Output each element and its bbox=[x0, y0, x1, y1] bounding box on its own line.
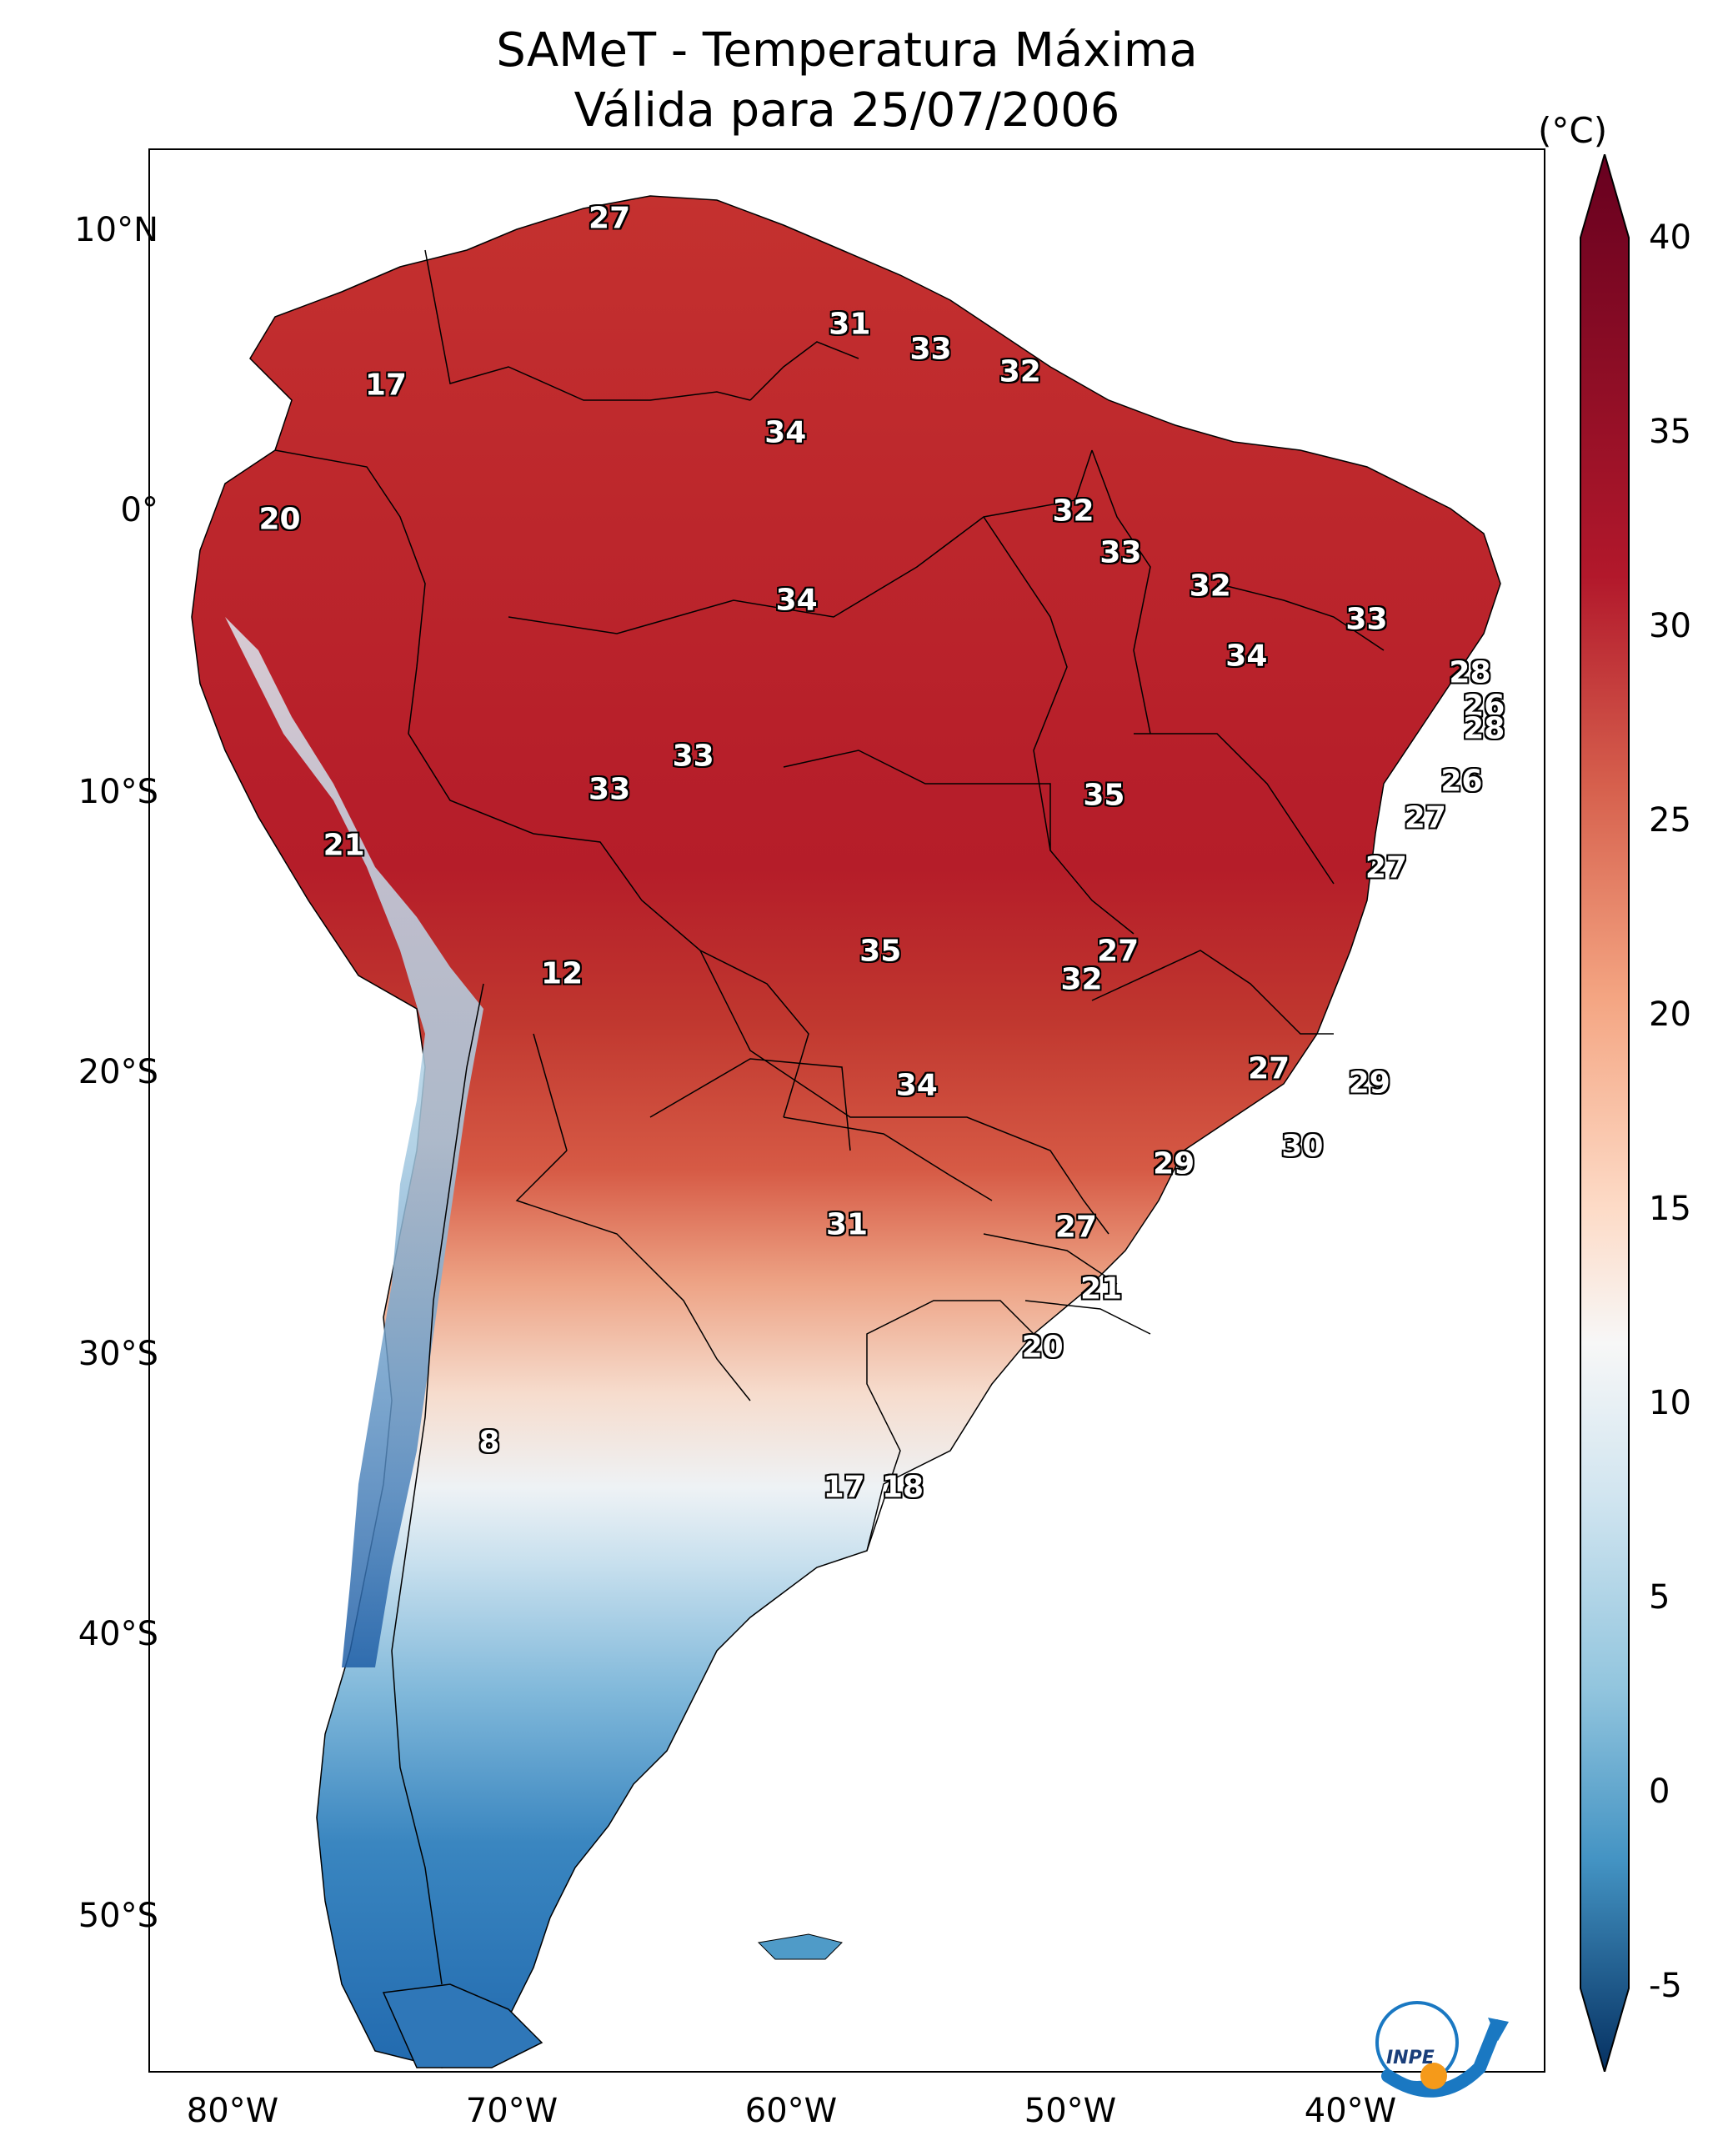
temperature-label: 32 bbox=[1189, 569, 1231, 604]
temperature-label: 32 bbox=[999, 354, 1041, 389]
temperature-label: 32 bbox=[1052, 494, 1094, 529]
temperature-label: 28 bbox=[1463, 711, 1505, 746]
lat-tick-label: 10°S bbox=[78, 773, 158, 811]
temperature-label: 27 bbox=[1404, 800, 1446, 835]
temperature-label: 20 bbox=[258, 502, 301, 537]
inpe-logo: INPE bbox=[1375, 2001, 1509, 2098]
lat-tick-label: 0° bbox=[120, 491, 158, 529]
temperature-label: 30 bbox=[1281, 1129, 1324, 1164]
map-title-line-2: Válida para 25/07/2006 bbox=[573, 83, 1120, 138]
temperature-label: 27 bbox=[1054, 1210, 1097, 1245]
lon-tick-label: 70°W bbox=[465, 2092, 558, 2130]
colorbar-tick-label: 5 bbox=[1649, 1578, 1670, 1617]
lon-tick-label: 60°W bbox=[744, 2092, 838, 2130]
lat-tick-label: 10°N bbox=[74, 211, 158, 249]
colorbar-tick-label: -5 bbox=[1649, 1967, 1682, 2005]
colorbar-tick-label: 35 bbox=[1649, 413, 1691, 451]
temperature-label: 33 bbox=[909, 332, 952, 367]
temperature-label: 33 bbox=[672, 739, 714, 774]
colorbar bbox=[1580, 154, 1630, 2072]
map-title-line-1: SAMeT - Temperatura Máxima bbox=[496, 23, 1198, 78]
tierra-del-fuego bbox=[382, 1983, 543, 2068]
inpe-logo-text: INPE bbox=[1386, 2048, 1435, 2068]
temperature-label: 26 bbox=[1463, 689, 1505, 724]
temperature-label: 31 bbox=[829, 307, 871, 342]
temperature-label: 34 bbox=[895, 1068, 938, 1103]
map-plot-area bbox=[148, 148, 1545, 2073]
colorbar-unit: (°C) bbox=[1538, 110, 1608, 151]
continent-land bbox=[191, 195, 1501, 2068]
andes-cold-region bbox=[225, 617, 483, 1667]
temperature-label: 18 bbox=[881, 1470, 924, 1505]
temperature-label: 8 bbox=[478, 1425, 500, 1460]
falkland-islands bbox=[757, 1933, 843, 1960]
temperature-label: 34 bbox=[775, 583, 818, 618]
lon-tick-label: 40°W bbox=[1304, 2092, 1397, 2130]
country-borders bbox=[274, 249, 1385, 1985]
temperature-label: 35 bbox=[1083, 778, 1125, 813]
lat-tick-label: 20°S bbox=[78, 1053, 158, 1091]
temperature-label: 34 bbox=[764, 415, 807, 450]
colorbar-tick-label: 40 bbox=[1649, 218, 1691, 257]
temperature-label: 27 bbox=[589, 201, 631, 236]
temperature-label: 29 bbox=[1348, 1065, 1390, 1101]
temperature-label: 31 bbox=[825, 1207, 869, 1242]
temperature-label: 27 bbox=[1097, 934, 1139, 969]
temperature-label: 20 bbox=[1021, 1330, 1064, 1365]
temperature-label: 28 bbox=[1449, 655, 1491, 690]
temperature-label: 21 bbox=[1079, 1271, 1123, 1306]
lat-tick-label: 30°S bbox=[78, 1335, 158, 1373]
temperature-label: 33 bbox=[589, 772, 631, 807]
temperature-label: 33 bbox=[1345, 602, 1388, 637]
colorbar-tick-label: 15 bbox=[1649, 1190, 1691, 1228]
temperature-label: 26 bbox=[1440, 764, 1483, 799]
temperature-label: 34 bbox=[1225, 639, 1268, 674]
temperature-label: 32 bbox=[1060, 962, 1103, 997]
temperature-label: 29 bbox=[1153, 1146, 1195, 1181]
temperature-label: 27 bbox=[1365, 850, 1407, 885]
colorbar-tick-label: 10 bbox=[1649, 1384, 1691, 1422]
lat-tick-label: 50°S bbox=[78, 1897, 158, 1935]
temperature-label: 17 bbox=[823, 1470, 865, 1505]
temperature-label: 33 bbox=[1099, 535, 1142, 570]
lon-tick-label: 80°W bbox=[186, 2092, 279, 2130]
south-america-temperature-map bbox=[191, 195, 1501, 2068]
temperature-label: 21 bbox=[323, 828, 365, 863]
colorbar-tick-label: 0 bbox=[1649, 1772, 1670, 1811]
temperature-label: 12 bbox=[541, 956, 584, 991]
temperature-label: 27 bbox=[1248, 1051, 1290, 1086]
lon-tick-label: 50°W bbox=[1024, 2092, 1117, 2130]
colorbar-tick-label: 30 bbox=[1649, 607, 1691, 645]
temperature-label: 35 bbox=[859, 934, 902, 969]
lat-tick-label: 40°S bbox=[78, 1615, 158, 1653]
colorbar-tick-label: 20 bbox=[1649, 995, 1691, 1034]
temperature-label: 17 bbox=[364, 368, 407, 403]
colorbar-tick-label: 25 bbox=[1649, 801, 1691, 840]
